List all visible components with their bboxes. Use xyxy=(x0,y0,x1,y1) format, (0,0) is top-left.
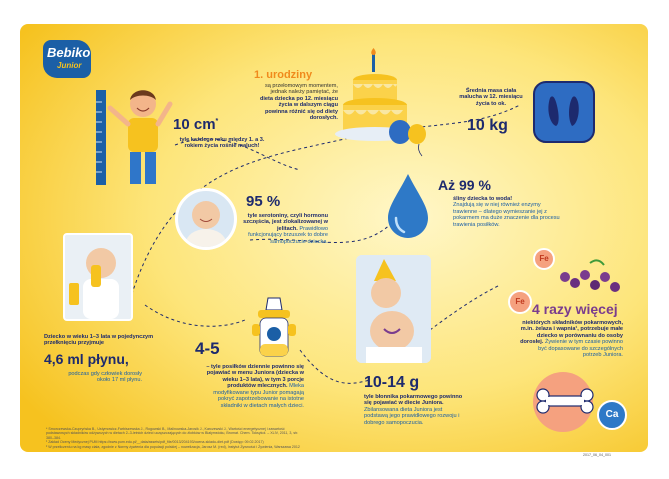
birthday-text: są przełomowym momentem, jednak należy p… xyxy=(256,83,338,122)
serotonin-text-regular: Prawidłowo funkcjonujący brzuszek to dob… xyxy=(248,225,328,245)
birthday-text-regular: są przełomowym momentem, jednak należy p… xyxy=(264,83,338,96)
toddler-drinking-photo xyxy=(63,233,133,321)
fiber-text-bold: tyle błonnika pokarmowego powinno się po… xyxy=(364,394,463,407)
calcium-symbol: Ca xyxy=(597,400,627,430)
document-code: 2017_06_04_001 xyxy=(583,453,611,457)
water-text-bold: śliny dziecka to woda! xyxy=(453,196,513,202)
fiber-text-regular: Zbilansowana dieta Juniora jest podstawą… xyxy=(364,406,460,426)
fiber-value: 10-14 g xyxy=(364,374,420,391)
footnote-line: * Smorczewska-Czupryńska B., Ustymowicz-… xyxy=(46,427,285,431)
serotonin-value: 95 % xyxy=(246,193,281,210)
logo-sub-text: Junior xyxy=(57,61,82,70)
water-value: Aż 99 % xyxy=(438,177,491,193)
serotonin-text: tyle serotoniny, czyli hormonu szczęścia… xyxy=(243,213,328,245)
footnote-line: podstawowych składników odżywczych w die… xyxy=(46,431,299,436)
growth-footnote-mark: * xyxy=(215,118,219,125)
nutrients-text-regular: Żywienie w tym czasie powinno być dopaso… xyxy=(538,339,623,359)
birthday-cake-illustration xyxy=(335,48,426,157)
water-text: śliny dziecka to woda! Znajdują się w ni… xyxy=(453,196,561,228)
growth-headline: 10 cm* xyxy=(173,116,218,133)
serotonin-text-bold: tyle serotoniny, czyli hormonu szczęścia… xyxy=(243,213,328,232)
water-text-regular: Znajdują się w niej również enzymy trawi… xyxy=(453,202,560,228)
fluid-value: 4,6 ml płynu, xyxy=(44,351,129,367)
sippy-cup-illustration xyxy=(252,297,296,357)
birthday-title: 1. urodziny xyxy=(254,69,313,81)
bone-calcium-illustration xyxy=(533,372,594,432)
footnote-line: 380–384. xyxy=(46,435,61,440)
nutrients-text: niektórych składników pokarmowych, m.in.… xyxy=(518,320,623,359)
baby-photo-smiling xyxy=(175,188,237,250)
logo-main-text: Bebiko xyxy=(47,45,91,60)
scale-icon xyxy=(533,81,595,143)
growth-text: tyle każdego roku między 1. a 3. rokiem … xyxy=(179,137,265,150)
nutrients-text-bold: niektórych składników pokarmowych, m.in.… xyxy=(520,320,623,346)
brand-logo: Bebiko Junior xyxy=(43,40,91,78)
iron-symbol-label: Fe xyxy=(515,297,525,306)
party-baby-photo xyxy=(356,255,431,363)
meals-text-bold: – tyle posiłków dziennie powinno się poj… xyxy=(206,364,304,390)
iron-symbol-top: Fe xyxy=(533,248,555,270)
weight-value: 10 kg xyxy=(467,117,508,134)
fiber-text: tyle błonnika pokarmowego powinno się po… xyxy=(364,394,464,426)
fluid-intro: Dziecko w wieku 1–3 lata w pojedynczym p… xyxy=(44,334,154,347)
growth-value: 10 cm xyxy=(173,116,216,133)
child-height-illustration xyxy=(96,90,173,185)
iron-symbol-label-top: Fe xyxy=(539,254,549,263)
nutrients-value: 4 razy więcej xyxy=(532,301,618,317)
weight-label: Średnia masa ciała malucha w 12. miesiąc… xyxy=(459,88,523,107)
meals-value: 4-5 xyxy=(195,339,220,358)
berries-illustration xyxy=(560,259,620,292)
footnote-line: ¹ Zakład Oceny Medycznej PUM https://www… xyxy=(46,440,264,445)
fluid-text: podczas gdy człowiek dorosły około 17 ml… xyxy=(68,371,142,384)
footnote-line: ² W przeliczeniu na kg masy ciała, zgodn… xyxy=(46,444,300,449)
calcium-symbol-label: Ca xyxy=(605,409,619,420)
iron-symbol: Fe xyxy=(508,290,532,314)
birthday-text-bold: dieta dziecka po 12. miesiącu życia w da… xyxy=(259,95,338,122)
meals-text-regular: Mleka modyfikowane typu Junior pomagają … xyxy=(213,383,304,409)
meals-text: – tyle posiłków dziennie powinno się poj… xyxy=(196,364,304,409)
footnotes: * Smorczewska-Czupryńska B., Ustymowicz-… xyxy=(46,427,346,449)
water-drop-icon xyxy=(388,174,428,238)
